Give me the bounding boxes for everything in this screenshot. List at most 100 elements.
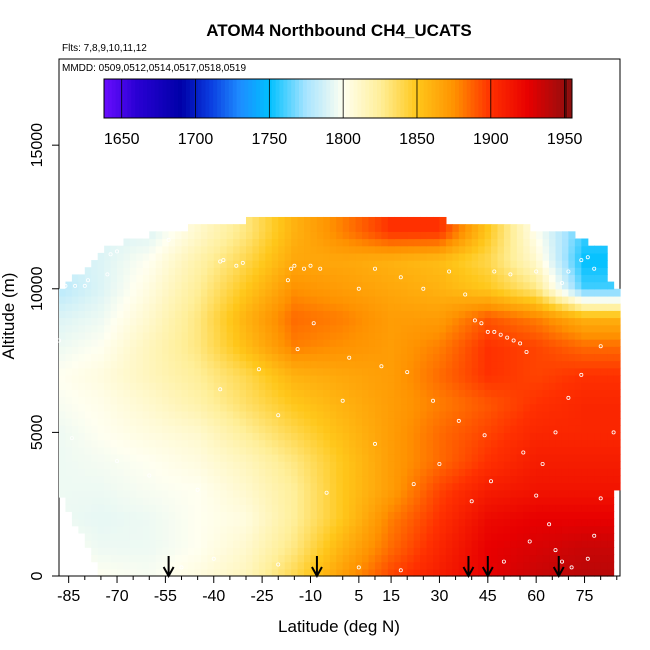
heatmap-cell: [594, 439, 602, 448]
heatmap-cell: [374, 245, 383, 254]
heatmap-cell: [561, 382, 570, 390]
heatmap-cell: [536, 238, 544, 247]
heatmap-cell: [445, 425, 453, 433]
heatmap-cell: [529, 274, 537, 283]
heatmap-cell: [265, 382, 273, 390]
heatmap-cell: [549, 374, 557, 383]
heatmap-cell: [175, 425, 183, 433]
heatmap-cell: [239, 295, 247, 304]
heatmap-cell: [381, 489, 389, 498]
heatmap-cell: [362, 339, 370, 347]
heatmap-cell: [168, 382, 176, 390]
heatmap-cell: [110, 367, 118, 376]
heatmap-cell: [310, 497, 318, 505]
heatmap-cell: [484, 418, 492, 426]
x-axis: -85 -70 -55 -40 -25 -10 5 15 30 45 60 75: [57, 575, 620, 605]
heatmap-cell: [516, 303, 524, 311]
y-tick-label: 5000: [29, 414, 46, 450]
heatmap-cell: [265, 532, 273, 541]
heatmap-cell: [65, 360, 73, 369]
heatmap-cell: [581, 353, 589, 362]
heatmap-cell: [246, 468, 254, 477]
heatmap-cell: [536, 231, 544, 240]
heatmap-cell: [439, 331, 447, 340]
heatmap-cell: [213, 547, 221, 556]
heatmap-cell: [581, 568, 589, 577]
heatmap-cell: [239, 317, 247, 326]
heatmap-cell: [484, 267, 492, 276]
colorbar-segment: [283, 79, 288, 118]
heatmap-cell: [445, 432, 453, 441]
heatmap-cell: [271, 418, 279, 426]
heatmap-cell: [368, 231, 376, 240]
heatmap-cell: [555, 238, 563, 247]
heatmap-cell: [497, 511, 505, 520]
heatmap-cell: [291, 568, 299, 577]
x-tick-label: 60: [527, 588, 545, 605]
heatmap-cell: [284, 453, 292, 462]
colorbar-segment: [458, 79, 464, 118]
heatmap-cell: [181, 489, 189, 498]
heatmap-cell: [84, 374, 92, 383]
heatmap-cell: [271, 432, 279, 441]
heatmap-cell: [607, 288, 615, 297]
heatmap-cell: [117, 453, 125, 462]
heatmap-cell: [497, 418, 505, 426]
heatmap-cell: [329, 224, 337, 232]
heatmap-cell: [207, 518, 215, 527]
heatmap-cell: [168, 453, 176, 462]
heatmap-cell: [529, 396, 537, 405]
heatmap-cell: [503, 303, 511, 311]
heatmap-cell: [594, 374, 602, 383]
heatmap-cell: [168, 446, 176, 455]
heatmap-cell: [246, 360, 254, 369]
heatmap-cell: [65, 339, 73, 347]
heatmap-cell: [297, 554, 305, 563]
heatmap-cell: [78, 446, 86, 455]
heatmap-cell: [329, 331, 337, 340]
heatmap-cell: [458, 475, 466, 484]
heatmap-cell: [91, 446, 99, 455]
heatmap-cell: [65, 482, 73, 491]
heatmap-cell: [394, 310, 402, 319]
heatmap-cell: [200, 310, 208, 319]
heatmap-cell: [149, 561, 157, 570]
heatmap-cell: [284, 439, 292, 448]
heatmap-cell: [310, 468, 318, 477]
heatmap-cell: [471, 231, 479, 240]
heatmap-cell: [420, 281, 428, 290]
heatmap-cell: [104, 281, 112, 290]
heatmap-cell: [555, 497, 563, 505]
heatmap-cell: [420, 453, 428, 462]
heatmap-cell: [155, 374, 163, 383]
sample-point: [566, 395, 571, 400]
heatmap-cell: [284, 525, 292, 534]
heatmap-cell: [155, 310, 163, 319]
heatmap-cell: [420, 525, 428, 534]
heatmap-cell: [220, 468, 228, 477]
heatmap-cell: [362, 216, 370, 225]
colorbar-segment: [170, 79, 175, 118]
heatmap-cell: [381, 432, 389, 441]
colorbar-segment: [490, 79, 495, 118]
heatmap-cell: [426, 295, 434, 304]
heatmap-cell: [91, 317, 99, 326]
heatmap-cell: [368, 331, 376, 340]
heatmap-cell: [471, 324, 479, 333]
heatmap-cell: [433, 360, 441, 369]
colorbar-frame: [103, 78, 573, 119]
heatmap-cell: [561, 267, 570, 276]
heatmap-cell: [542, 317, 550, 326]
heatmap-cell: [555, 281, 563, 290]
heatmap-cell: [220, 403, 228, 412]
heatmap-cell: [387, 238, 395, 247]
heatmap-cell: [142, 561, 150, 570]
heatmap-cell: [465, 317, 473, 326]
heatmap-cell: [220, 310, 228, 319]
colorbar-segment: [435, 79, 440, 118]
heatmap-cell: [407, 367, 415, 376]
heatmap-cell: [104, 561, 112, 570]
heatmap-cell: [220, 554, 228, 563]
heatmap-cell: [117, 410, 125, 419]
